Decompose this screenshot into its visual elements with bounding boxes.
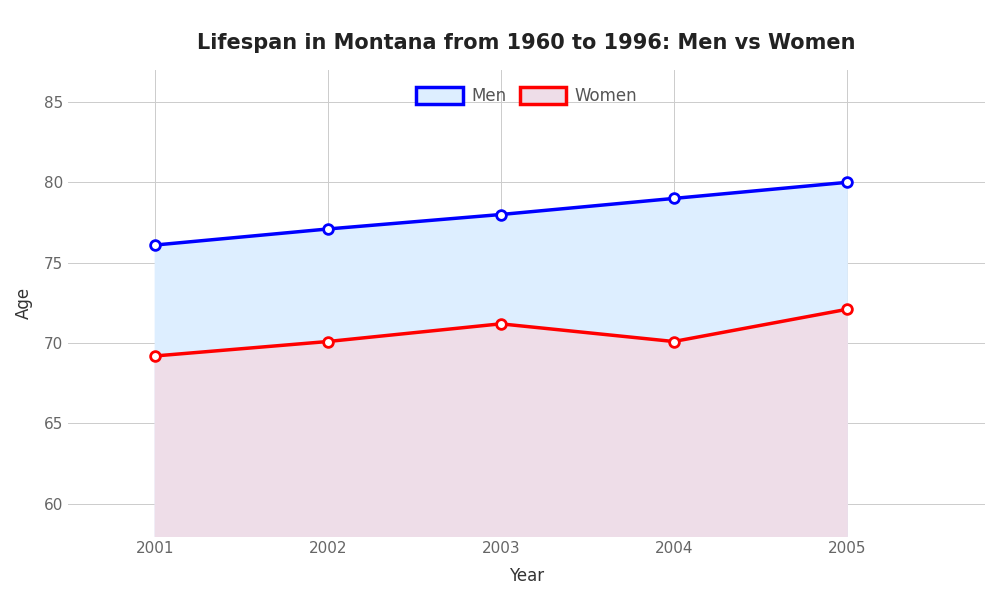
Legend: Men, Women: Men, Women xyxy=(408,78,646,113)
Title: Lifespan in Montana from 1960 to 1996: Men vs Women: Lifespan in Montana from 1960 to 1996: M… xyxy=(197,33,856,53)
X-axis label: Year: Year xyxy=(509,567,544,585)
Y-axis label: Age: Age xyxy=(15,287,33,319)
